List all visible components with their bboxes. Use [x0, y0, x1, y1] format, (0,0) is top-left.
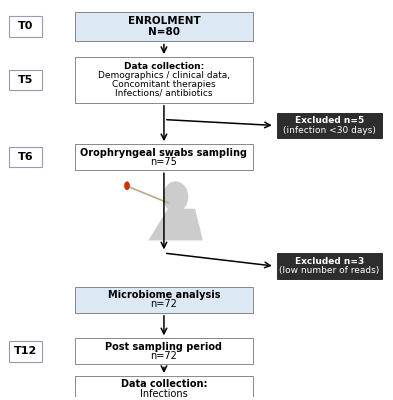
Text: Excluded n=3: Excluded n=3 [294, 257, 364, 266]
Text: Microbiome analysis: Microbiome analysis [108, 290, 220, 300]
Ellipse shape [163, 182, 188, 212]
Text: Post sampling period: Post sampling period [105, 342, 222, 352]
FancyBboxPatch shape [9, 16, 42, 37]
FancyBboxPatch shape [277, 253, 382, 279]
Text: T6: T6 [18, 152, 34, 162]
FancyBboxPatch shape [75, 144, 253, 170]
Text: Demographics / clinical data,: Demographics / clinical data, [98, 71, 230, 80]
Text: N=80: N=80 [148, 27, 180, 37]
Polygon shape [149, 209, 203, 240]
Text: Data collection:: Data collection: [121, 379, 207, 389]
Text: Orophryngeal swabs sampling: Orophryngeal swabs sampling [81, 148, 248, 158]
Text: Concomitant therapies: Concomitant therapies [112, 80, 216, 89]
FancyBboxPatch shape [75, 338, 253, 364]
Text: ENROLMENT: ENROLMENT [128, 16, 200, 26]
Text: Data collection:: Data collection: [124, 62, 204, 72]
Text: Excluded n=5: Excluded n=5 [294, 116, 364, 126]
FancyBboxPatch shape [9, 341, 42, 362]
Text: (low number of reads): (low number of reads) [279, 266, 379, 275]
Text: T5: T5 [18, 75, 34, 85]
Text: Infections: Infections [140, 388, 188, 398]
FancyBboxPatch shape [75, 12, 253, 41]
Text: n=75: n=75 [151, 157, 177, 167]
Text: n=72: n=72 [151, 351, 177, 361]
FancyBboxPatch shape [277, 113, 382, 138]
FancyBboxPatch shape [9, 70, 42, 90]
Ellipse shape [124, 181, 130, 190]
Text: n=72: n=72 [151, 300, 177, 310]
FancyBboxPatch shape [9, 147, 42, 168]
Polygon shape [172, 204, 180, 209]
Text: Infections/ antibiotics: Infections/ antibiotics [115, 88, 213, 98]
FancyBboxPatch shape [75, 57, 253, 103]
Text: (infection <30 days): (infection <30 days) [283, 126, 376, 134]
Text: T0: T0 [18, 22, 34, 32]
FancyBboxPatch shape [75, 287, 253, 313]
Text: T12: T12 [14, 346, 38, 356]
FancyBboxPatch shape [75, 376, 253, 400]
